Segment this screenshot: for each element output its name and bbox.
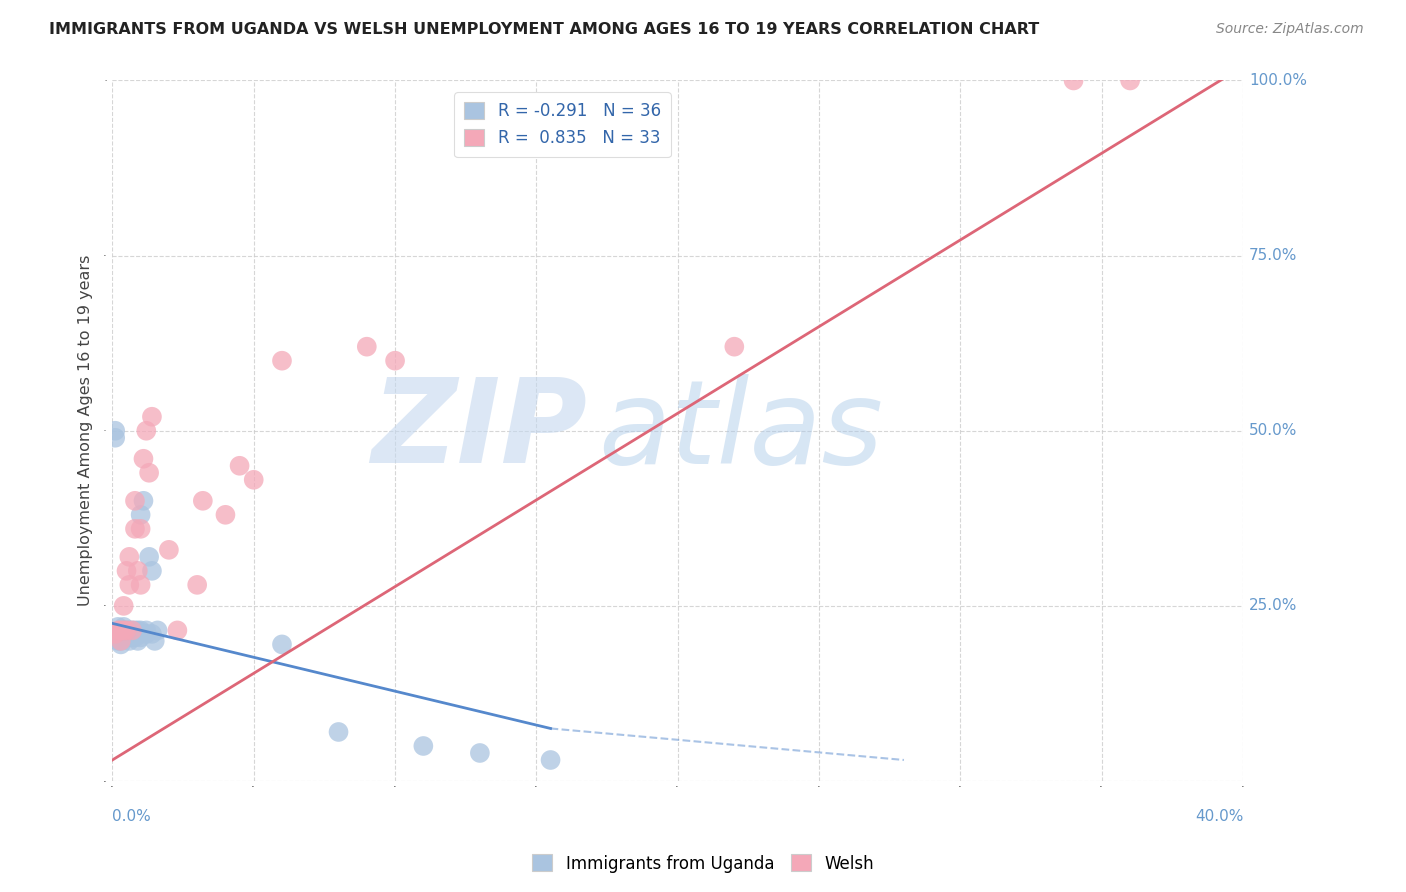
- Legend: Immigrants from Uganda, Welsh: Immigrants from Uganda, Welsh: [526, 847, 880, 880]
- Point: [228, 458, 250, 473]
- Point: [191, 493, 214, 508]
- Text: Source: ZipAtlas.com: Source: ZipAtlas.com: [1216, 22, 1364, 37]
- Point: [110, 633, 132, 648]
- Point: [121, 624, 143, 638]
- Point: [271, 637, 294, 651]
- Point: [141, 409, 163, 424]
- Point: [138, 549, 160, 564]
- Point: [1063, 73, 1085, 87]
- Point: [186, 578, 208, 592]
- Point: [110, 624, 132, 638]
- Point: [124, 624, 146, 638]
- Point: [104, 627, 127, 641]
- Point: [135, 624, 157, 638]
- Point: [107, 624, 129, 638]
- Point: [271, 353, 294, 368]
- Point: [141, 627, 163, 641]
- Point: [166, 624, 188, 638]
- Point: [110, 633, 132, 648]
- Point: [127, 564, 149, 578]
- Point: [412, 739, 434, 753]
- Point: [115, 624, 138, 638]
- Point: [384, 353, 406, 368]
- Text: 25.0%: 25.0%: [1249, 599, 1298, 614]
- Point: [110, 637, 132, 651]
- Point: [118, 624, 141, 638]
- Point: [132, 451, 155, 466]
- Text: 0.0%: 0.0%: [112, 809, 150, 824]
- Point: [104, 431, 127, 445]
- Point: [118, 578, 141, 592]
- Point: [1119, 73, 1142, 87]
- Point: [115, 564, 138, 578]
- Text: IMMIGRANTS FROM UGANDA VS WELSH UNEMPLOYMENT AMONG AGES 16 TO 19 YEARS CORRELATI: IMMIGRANTS FROM UGANDA VS WELSH UNEMPLOY…: [49, 22, 1039, 37]
- Point: [132, 493, 155, 508]
- Point: [356, 340, 378, 354]
- Point: [118, 633, 141, 648]
- Text: ZIP: ZIP: [371, 373, 588, 488]
- Text: 75.0%: 75.0%: [1249, 248, 1298, 263]
- Point: [129, 522, 152, 536]
- Point: [121, 624, 143, 638]
- Point: [135, 424, 157, 438]
- Point: [141, 564, 163, 578]
- Text: atlas: atlas: [599, 374, 883, 488]
- Point: [214, 508, 236, 522]
- Point: [112, 624, 135, 638]
- Point: [146, 624, 169, 638]
- Point: [115, 627, 138, 641]
- Point: [112, 620, 135, 634]
- Point: [124, 493, 146, 508]
- Point: [127, 633, 149, 648]
- Point: [118, 627, 141, 641]
- Point: [143, 633, 166, 648]
- Point: [112, 624, 135, 638]
- Point: [129, 631, 152, 645]
- Y-axis label: Unemployment Among Ages 16 to 19 years: Unemployment Among Ages 16 to 19 years: [79, 255, 93, 607]
- Point: [129, 624, 152, 638]
- Point: [115, 624, 138, 638]
- Point: [328, 725, 350, 739]
- Point: [135, 627, 157, 641]
- Point: [127, 624, 149, 638]
- Point: [107, 633, 129, 648]
- Point: [540, 753, 562, 767]
- Point: [468, 746, 491, 760]
- Point: [157, 542, 180, 557]
- Point: [129, 508, 152, 522]
- Text: 40.0%: 40.0%: [1195, 809, 1243, 824]
- Point: [112, 599, 135, 613]
- Point: [124, 522, 146, 536]
- Point: [124, 631, 146, 645]
- Point: [121, 631, 143, 645]
- Point: [242, 473, 264, 487]
- Legend: R = -0.291   N = 36, R =  0.835   N = 33: R = -0.291 N = 36, R = 0.835 N = 33: [454, 92, 671, 157]
- Point: [129, 578, 152, 592]
- Text: 50.0%: 50.0%: [1249, 423, 1298, 438]
- Point: [138, 466, 160, 480]
- Text: 100.0%: 100.0%: [1249, 73, 1306, 88]
- Point: [104, 424, 127, 438]
- Point: [723, 340, 745, 354]
- Point: [118, 549, 141, 564]
- Point: [107, 620, 129, 634]
- Point: [121, 627, 143, 641]
